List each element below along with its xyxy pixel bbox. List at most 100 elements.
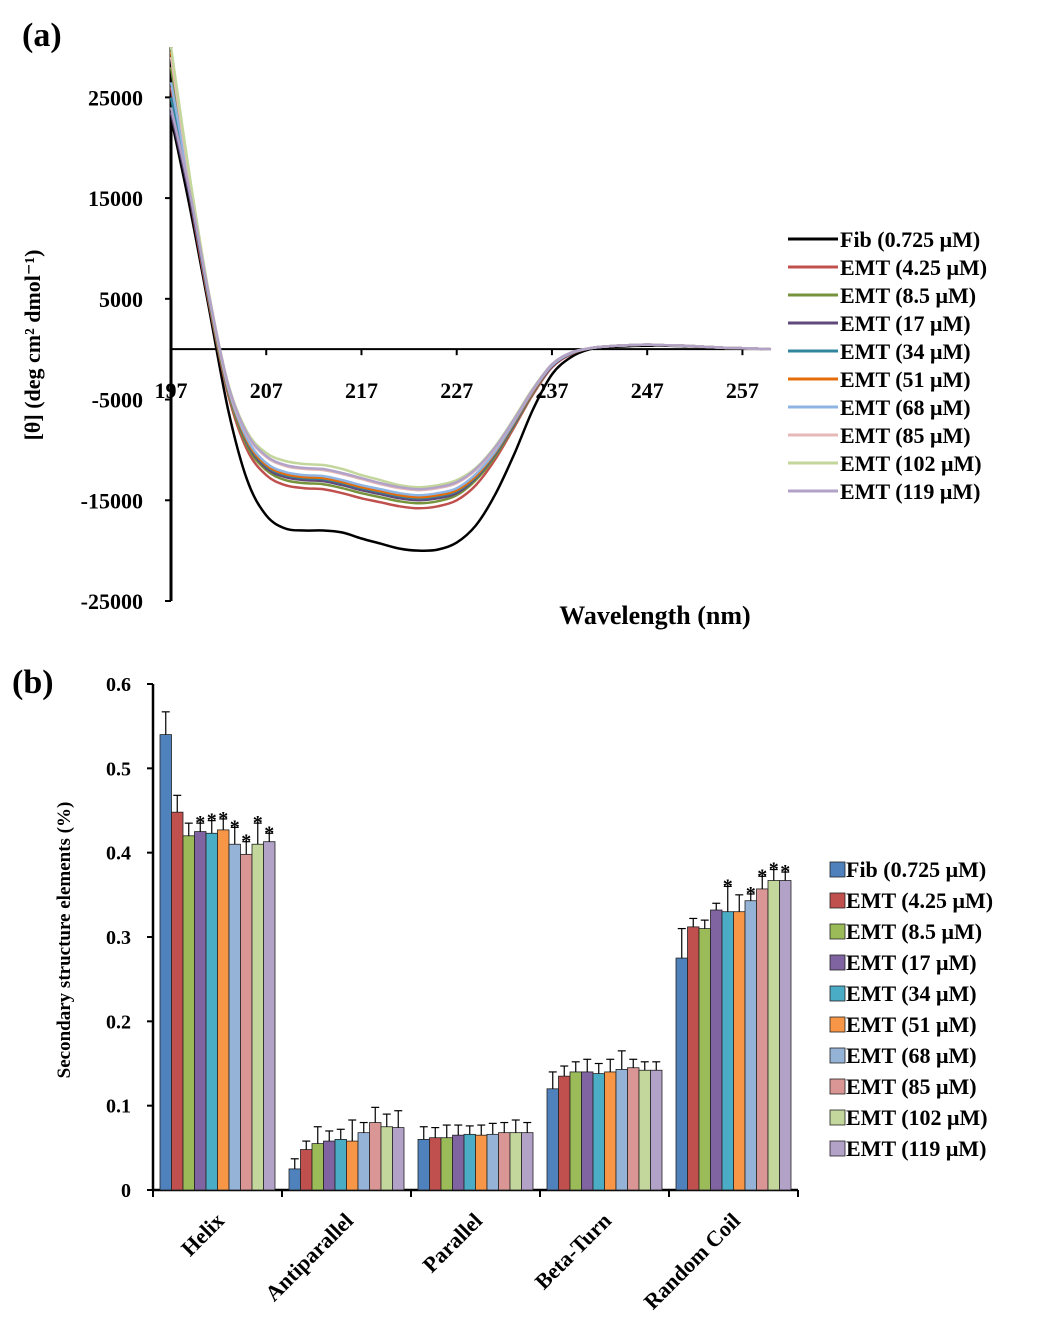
panel-a-series-line-6 bbox=[169, 82, 772, 497]
panel-b-bar bbox=[721, 911, 734, 1191]
panel-b-significance-star: * bbox=[253, 812, 263, 834]
panel-b-legend: Fib (0.725 μM) EMT (4.25 μM) EMT (8.5 μM) E… bbox=[829, 857, 993, 1161]
panel-b-legend-label: EMT (8.5 μM) bbox=[846, 919, 982, 944]
panel-b-bar bbox=[263, 841, 276, 1191]
panel-a-series-line-5 bbox=[169, 51, 772, 499]
panel-a-legend-label: EMT (85 μM) bbox=[840, 423, 971, 448]
panel-b-category-label: Beta-Turn bbox=[530, 1208, 616, 1294]
panel-b-legend-swatch bbox=[829, 1016, 846, 1033]
panel-a-legend-label: EMT (8.5 μM) bbox=[840, 283, 976, 308]
panel-b-bar bbox=[452, 1134, 465, 1191]
panel-b-bar bbox=[392, 1127, 405, 1191]
panel-b-bar bbox=[463, 1133, 476, 1191]
panel-b-bar bbox=[767, 880, 780, 1191]
panel-b-bar bbox=[240, 853, 253, 1191]
panel-b-bars: * * * *** ** ** * * bbox=[159, 711, 792, 1191]
panel-b-legend-label: EMT (85 μM) bbox=[846, 1074, 977, 1099]
panel-a-series-line-8 bbox=[169, 46, 772, 489]
panel-a-y-tick-label: 15000 bbox=[88, 186, 143, 211]
panel-b-bar bbox=[228, 843, 241, 1191]
panel-b-legend-label: EMT (34 μM) bbox=[846, 981, 977, 1006]
panel-b-bar bbox=[300, 1149, 313, 1191]
panel-b-bar bbox=[182, 835, 195, 1191]
panel-b-bar bbox=[217, 829, 230, 1191]
panel-b-significance-star: * bbox=[207, 810, 217, 832]
panel-b-significance-star: * bbox=[723, 875, 733, 897]
panel-a-x-axis-label: Wavelength (nm) bbox=[559, 601, 750, 630]
panel-a-legend-label: EMT (102 μM) bbox=[840, 451, 982, 476]
panel-b-bar bbox=[627, 1067, 640, 1191]
panel-b-bar bbox=[323, 1140, 336, 1191]
panel-a-legend-label: Fib (0.725 μM) bbox=[840, 227, 980, 252]
panel-b-legend-swatch bbox=[829, 954, 846, 971]
panel-b-bar bbox=[357, 1132, 370, 1191]
panel-b-bar bbox=[615, 1069, 628, 1191]
panel-b-bar bbox=[592, 1073, 605, 1191]
panel-b-bar bbox=[604, 1071, 617, 1191]
panel-a-series-line-7 bbox=[169, 56, 772, 492]
panel-b-label: (b) bbox=[12, 664, 54, 701]
panel-b-legend-swatch bbox=[829, 1109, 846, 1126]
panel-a-x-tick-label: 247 bbox=[631, 378, 664, 403]
panel-b-significance-star: * bbox=[230, 816, 240, 838]
panel-a-legend: Fib (0.725 μM) EMT (4.25 μM) EMT (8.5 μM) E… bbox=[788, 227, 987, 504]
panel-b-legend-label: EMT (119 μM) bbox=[846, 1136, 986, 1161]
panel-b-significance-star: * bbox=[264, 822, 274, 844]
panel-b-bar bbox=[475, 1134, 488, 1191]
panel-a-y-tick-label: -5000 bbox=[92, 388, 143, 413]
panel-a-series-line-1 bbox=[169, 87, 772, 510]
panel-a-x-tick-label: 207 bbox=[250, 378, 283, 403]
panel-b-y-tick-label: 0.6 bbox=[106, 674, 131, 696]
panel-b-bar bbox=[546, 1088, 559, 1191]
panel-b-category-label: Random Coil bbox=[639, 1208, 745, 1314]
panel-b-legend-label: EMT (102 μM) bbox=[846, 1105, 988, 1130]
panel-b-bar bbox=[638, 1069, 651, 1191]
panel-b-bar bbox=[429, 1137, 442, 1191]
panel-b-y-tick-label: 0 bbox=[121, 1180, 131, 1202]
panel-b-legend-label: EMT (4.25 μM) bbox=[846, 888, 993, 913]
panel-a-legend-label: EMT (4.25 μM) bbox=[840, 255, 987, 280]
panel-b-legend-label: Fib (0.725 μM) bbox=[846, 857, 986, 882]
panel-b-y-tick-label: 0.4 bbox=[106, 843, 131, 865]
panel-a-y-tick-label: 5000 bbox=[99, 287, 143, 312]
panel-a-series-line-2 bbox=[169, 66, 772, 505]
panel-a-series-line-4 bbox=[169, 97, 772, 500]
panel-b-bar bbox=[756, 888, 769, 1191]
panel-b-significance-star: * bbox=[757, 865, 767, 887]
panel-a-line-chart: (a) [θ] (deg cm² dmol⁻¹) Wavelength (nm)… bbox=[20, 17, 987, 630]
panel-a-series-line-3 bbox=[169, 112, 772, 502]
panel-b-bar bbox=[569, 1071, 582, 1191]
panel-a-x-tick-label: 197 bbox=[155, 378, 188, 403]
panel-b-bar bbox=[581, 1071, 594, 1191]
panel-a-x-tick-label: 227 bbox=[440, 378, 473, 403]
panel-b-bar bbox=[205, 832, 218, 1191]
panel-b-bar bbox=[194, 831, 207, 1191]
panel-b-bar bbox=[675, 957, 688, 1191]
panel-b-significance-star: * bbox=[195, 812, 205, 834]
panel-b-significance-star: * bbox=[780, 861, 790, 883]
panel-b-bar bbox=[369, 1122, 382, 1191]
panel-a-x-tick-label: 257 bbox=[726, 378, 759, 403]
panel-b-legend-swatch bbox=[829, 1140, 846, 1157]
panel-a-legend-label: EMT (34 μM) bbox=[840, 339, 971, 364]
panel-b-y-tick-label: 0.3 bbox=[106, 927, 131, 949]
panel-a-axes: 25000 15000 5000 -5000 -15000 -25000 197 207 217… bbox=[81, 47, 771, 614]
panel-b-y-axis-label: Secondary structure elements (%) bbox=[54, 802, 75, 1079]
panel-b-category-label: Antiparallel bbox=[260, 1208, 358, 1306]
panel-b-bar bbox=[346, 1140, 359, 1191]
panel-b-legend-label: EMT (68 μM) bbox=[846, 1043, 977, 1068]
panel-a-label: (a) bbox=[22, 17, 62, 54]
panel-b-bar bbox=[440, 1137, 453, 1191]
panel-a-x-tick-label: 217 bbox=[345, 378, 378, 403]
panel-b-legend-label: EMT (51 μM) bbox=[846, 1012, 977, 1037]
panel-b-bar bbox=[779, 880, 792, 1191]
panel-b-bar bbox=[380, 1126, 393, 1191]
panel-b-bar bbox=[311, 1143, 324, 1191]
panel-a-y-axis-label: [θ] (deg cm² dmol⁻¹) bbox=[20, 250, 45, 441]
panel-b-significance-star: * bbox=[241, 831, 251, 853]
panel-b-bar bbox=[733, 911, 746, 1191]
panel-b-bar bbox=[171, 811, 184, 1191]
panel-b-bar bbox=[159, 734, 172, 1191]
panel-b-bar bbox=[486, 1133, 499, 1191]
panel-b-bar bbox=[744, 900, 757, 1191]
